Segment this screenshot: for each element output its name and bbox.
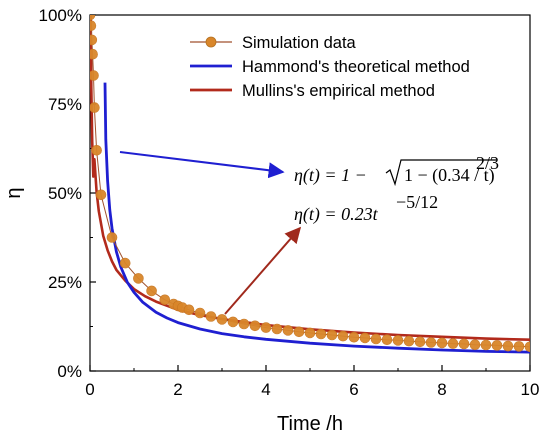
simulation-point xyxy=(282,325,294,336)
simulation-point xyxy=(348,331,360,343)
simulation-point xyxy=(271,323,283,335)
simulation-point xyxy=(293,326,305,338)
simulation-point xyxy=(502,340,514,352)
simulation-point xyxy=(315,328,327,340)
hammond-line xyxy=(103,82,530,354)
simulation-point xyxy=(183,304,195,316)
simulation-point xyxy=(260,322,272,333)
simulation-point xyxy=(524,341,530,353)
simulation-point xyxy=(304,327,316,339)
simulation-point xyxy=(414,336,426,348)
simulation-point xyxy=(238,318,250,330)
simulation-point xyxy=(90,48,98,60)
simulation-point xyxy=(447,338,459,349)
x-tick-label: 4 xyxy=(261,380,270,399)
simulation-point xyxy=(91,145,102,156)
simulation-point xyxy=(381,334,393,346)
legend: Simulation data Hammond's theoretical me… xyxy=(190,34,470,100)
simulation-point xyxy=(513,341,525,352)
simulation-point xyxy=(458,338,470,350)
x-axis-title: Time /h xyxy=(277,413,343,435)
simulation-point xyxy=(159,294,171,306)
y-tick-label: 75% xyxy=(48,95,82,114)
simulation-point xyxy=(392,335,404,346)
legend-item-simulation: Simulation data xyxy=(190,34,357,52)
x-tick-label: 8 xyxy=(437,380,446,399)
simulation-point xyxy=(337,330,349,342)
legend-label-simulation: Simulation data xyxy=(242,34,357,52)
y-tick-label: 100% xyxy=(39,6,82,25)
legend-label-hammond: Hammond's theoretical method xyxy=(242,58,470,76)
simulation-point xyxy=(90,20,97,31)
x-tick-label: 0 xyxy=(85,380,94,399)
y-axis: 0% 25% 50% 75% 100% xyxy=(39,6,96,381)
x-tick-label: 2 xyxy=(173,380,182,399)
x-tick-label: 6 xyxy=(349,380,358,399)
simulation-point xyxy=(146,285,157,297)
series-layer xyxy=(90,15,530,354)
y-axis-title: η xyxy=(3,187,25,198)
simulation-point xyxy=(359,332,371,344)
simulation-point xyxy=(436,337,448,349)
simulation-point xyxy=(326,329,338,341)
mullins-equation-exponent: −5/12 xyxy=(396,192,438,212)
simulation-point xyxy=(95,189,107,201)
svg-text:η(t) = 1 −: η(t) = 1 − xyxy=(294,165,367,186)
simulation-point xyxy=(205,311,217,322)
simulation-point xyxy=(227,316,239,328)
simulation-point xyxy=(480,339,492,351)
hammond-equation: η(t) = 1 − 1 − (0.34 / t) 2/3 xyxy=(294,153,499,187)
simulation-point xyxy=(90,102,100,113)
hammond-equation-exponent: 2/3 xyxy=(476,153,499,173)
simulation-point xyxy=(106,232,118,243)
legend-item-hammond: Hammond's theoretical method xyxy=(190,58,470,76)
simulation-point xyxy=(119,257,131,269)
mullins-equation-lhs: η(t) = 0.23t xyxy=(294,204,379,225)
simulation-point xyxy=(90,70,99,81)
simulation-point xyxy=(425,337,437,348)
mullins-equation: η(t) = 0.23t −5/12 xyxy=(294,192,438,225)
svg-text:2/3: 2/3 xyxy=(476,153,499,173)
simulation-point xyxy=(216,314,228,325)
svg-text:1 − (0.34 / t): 1 − (0.34 / t) xyxy=(404,165,495,186)
simulation-point xyxy=(403,335,415,347)
mullins-arrow xyxy=(224,226,302,315)
legend-label-mullins: Mullins's empirical method xyxy=(242,82,435,100)
hammond-arrow xyxy=(119,151,285,179)
hammond-equation-radicand: 1 − (0.34 / t) xyxy=(404,165,495,186)
simulation-point xyxy=(90,15,96,21)
simulation-point xyxy=(249,320,261,332)
simulation-point xyxy=(194,307,206,319)
simulation-point xyxy=(370,333,382,345)
y-tick-label: 0% xyxy=(57,362,82,381)
y-tick-label: 25% xyxy=(48,273,82,292)
simulation-point xyxy=(90,34,98,46)
hammond-equation-lhs: η(t) = 1 − xyxy=(294,165,367,186)
simulation-point xyxy=(469,339,481,351)
simulation-point xyxy=(491,340,503,351)
x-tick-label: 10 xyxy=(521,380,540,399)
svg-text:−5/12: −5/12 xyxy=(396,192,438,212)
svg-text:η(t) = 0.23t: η(t) = 0.23t xyxy=(294,204,379,225)
x-axis: 0 2 4 6 8 10 xyxy=(85,365,539,399)
legend-item-mullins: Mullins's empirical method xyxy=(190,82,435,100)
simulation-point xyxy=(133,273,144,284)
sqrt-sign xyxy=(385,159,496,187)
y-tick-label: 50% xyxy=(48,184,82,203)
